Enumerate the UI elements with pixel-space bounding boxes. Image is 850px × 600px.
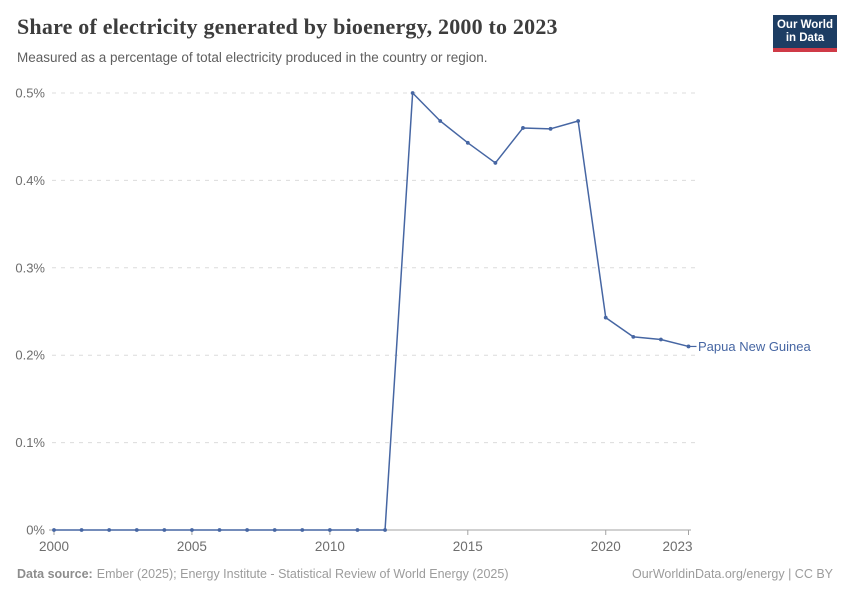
owid-logo-stripe [773, 48, 837, 52]
data-point [659, 337, 663, 342]
x-axis-tick-label: 2015 [453, 539, 483, 554]
data-point [438, 119, 443, 123]
owid-logo: Our World in Data [773, 15, 837, 48]
y-axis-tick-label: 0.1% [15, 435, 45, 450]
data-point [245, 528, 250, 532]
license-note: OurWorldinData.org/energy | CC BY [631, 567, 833, 581]
data-point [631, 334, 636, 339]
y-axis-tick-label: 0.4% [15, 173, 45, 188]
data-point [355, 528, 360, 532]
x-axis-tick-label: 2005 [177, 539, 207, 554]
data-point [603, 315, 608, 320]
data-point [79, 528, 84, 532]
x-axis-tick-label: 2000 [39, 539, 69, 554]
owid-logo-line2: in Data [785, 31, 825, 44]
chart-title: Share of electricity generated by bioene… [17, 14, 558, 39]
data-point [465, 140, 470, 145]
data-source-text: Ember (2025); Energy Institute - Statist… [96, 567, 509, 581]
x-axis-tick-label: 2020 [591, 539, 621, 554]
data-point [548, 126, 553, 131]
data-point [107, 528, 112, 532]
data-point [52, 528, 56, 532]
y-axis-tick-label: 0.2% [15, 348, 45, 363]
data-source-note: Data source: Ember (2025); Energy Institu… [17, 567, 508, 581]
data-point [383, 528, 387, 532]
data-line [53, 92, 690, 531]
y-axis-tick-label: 0.3% [15, 260, 45, 275]
data-point [521, 126, 525, 130]
data-source-label: Data source: [17, 567, 93, 581]
x-axis-tick-label: 2023 [662, 539, 692, 554]
owid-logo-line1: Our World [776, 18, 833, 31]
data-point [300, 528, 305, 532]
y-axis-tick-label: 0.5% [15, 86, 45, 101]
chart-footer: Data source: Ember (2025); Energy Institu… [17, 567, 833, 581]
data-point [162, 528, 167, 532]
data-point [493, 161, 498, 165]
x-axis-tick-label: 2010 [315, 539, 345, 554]
data-point [576, 119, 581, 123]
data-point [134, 528, 139, 532]
y-axis-tick-label: 0% [26, 523, 45, 538]
data-point [190, 528, 194, 532]
chart-subtitle: Measured as a percentage of total electr… [17, 50, 488, 65]
data-point [327, 528, 332, 532]
data-point [410, 91, 415, 95]
series-label-papua-new-guinea: Papua New Guinea [698, 338, 811, 354]
data-point [217, 528, 222, 532]
data-point [272, 528, 277, 532]
